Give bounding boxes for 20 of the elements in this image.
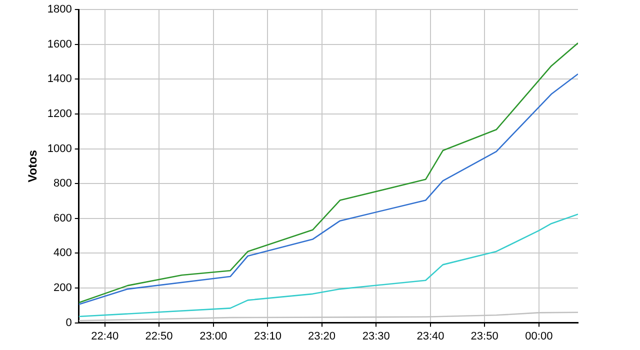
x-tick-label: 23:00 xyxy=(200,330,228,342)
x-tick-label: 00:00 xyxy=(525,330,553,342)
x-tick-label: 23:10 xyxy=(254,330,282,342)
x-tick-label: 22:50 xyxy=(145,330,173,342)
y-tick-label: 1600 xyxy=(47,38,72,50)
x-tick-label: 23:30 xyxy=(362,330,390,342)
x-tick-label: 23:50 xyxy=(470,330,498,342)
x-tick-label: 22:40 xyxy=(91,330,119,342)
y-tick-label: 200 xyxy=(54,282,72,294)
y-tick-label: 800 xyxy=(54,178,72,190)
y-axis-title: Votos xyxy=(26,150,40,182)
y-tick-label: 400 xyxy=(54,247,72,260)
x-tick-label: 23:20 xyxy=(308,330,336,342)
x-tick-label: 23:40 xyxy=(416,330,444,342)
y-tick-label: 1000 xyxy=(47,142,72,155)
y-tick-label: 0 xyxy=(66,316,72,329)
y-tick-label: 1800 xyxy=(47,4,72,16)
y-tick-label: 1400 xyxy=(47,73,72,86)
y-tick-label: 1200 xyxy=(47,108,72,120)
y-tick-label: 600 xyxy=(54,212,72,224)
